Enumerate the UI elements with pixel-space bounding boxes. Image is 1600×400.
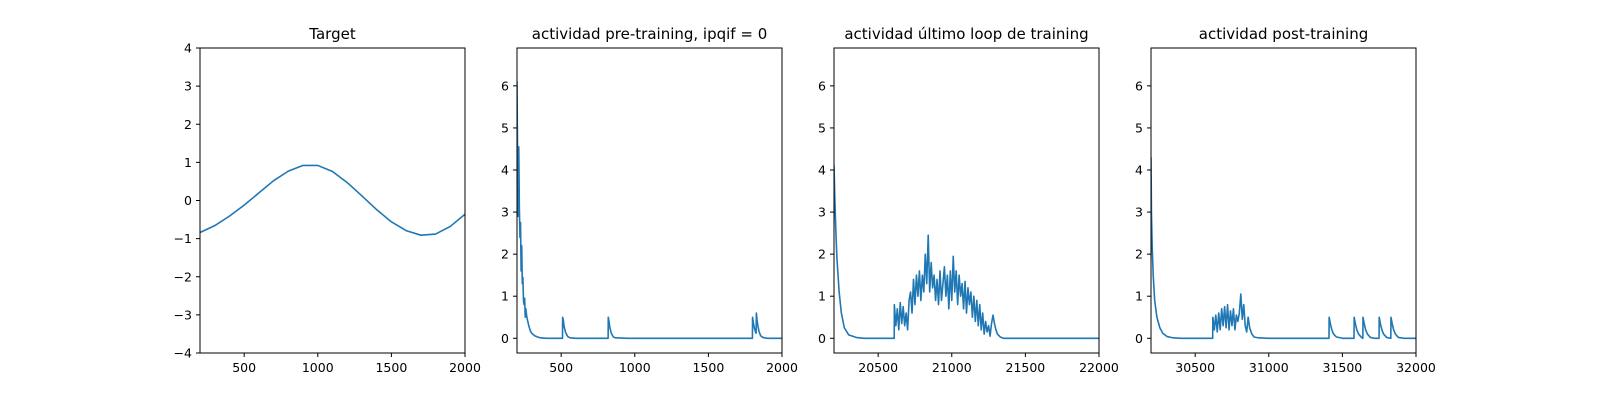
y-tick-label: 6 [501,78,509,93]
y-tick-label: 3 [818,205,826,220]
x-tick-label: 21000 [932,360,972,375]
axes-frame [833,47,1100,354]
x-tick-label: 32000 [1396,360,1436,375]
y-tick-label: 2 [818,247,826,262]
x-tick-label: 21500 [1006,360,1046,375]
y-tick-label: 5 [818,120,826,135]
y-tick-label: 1 [184,155,192,170]
x-tick-label: 30500 [1175,360,1215,375]
y-tick-label: 2 [1135,247,1143,262]
subplot-4: 30500 31000 31500 32000 0 1 2 3 4 5 6 actividad pos… [1135,25,1436,375]
y-tick-label: 4 [501,163,509,178]
x-tick-label: 500 [549,360,573,375]
chart-title: actividad post-training [1199,25,1368,43]
y-tick-label: 1 [1135,289,1143,304]
x-tick-label: 31000 [1249,360,1289,375]
y-tick-label: −3 [174,307,192,322]
y-tick-label: 5 [1135,120,1143,135]
x-tick-label: 2000 [449,360,481,375]
subplot-2: 500 1000 1500 2000 0 1 2 3 4 5 6 actividad pre-trai… [501,25,798,375]
chart-title: actividad último loop de training [844,25,1088,43]
y-tick-label: 0 [184,193,192,208]
y-tick-label: 0 [1135,331,1143,346]
axes-frame [516,47,783,354]
x-tick-label: 22000 [1079,360,1119,375]
y-tick-label: 3 [501,205,509,220]
series-line-1 [834,164,1099,340]
x-tick-label: 1000 [619,360,651,375]
y-tick-label: 1 [818,289,826,304]
x-tick-label: 1500 [375,360,407,375]
x-tick-label: 1500 [692,360,724,375]
y-tick-label: 3 [1135,205,1143,220]
y-tick-label: −1 [174,231,192,246]
y-tick-label: 4 [184,41,192,56]
y-tick-label: 0 [818,331,826,346]
y-tick-label: 6 [818,78,826,93]
x-tick-label: 500 [232,360,256,375]
x-tick-label: 20500 [858,360,898,375]
subplot-1: 500 1000 1500 2000 −4 −3 −2 −1 0 1 2 3 4 Target [174,25,481,375]
axes-frame [1150,47,1417,354]
series-line-1 [517,80,782,340]
y-tick-label: −4 [174,346,192,361]
y-tick-label: 2 [501,247,509,262]
x-tick-label: 2000 [766,360,798,375]
y-tick-label: 1 [501,289,509,304]
y-tick-label: 3 [184,79,192,94]
x-tick-label: 1000 [302,360,334,375]
y-tick-label: 6 [1135,78,1143,93]
y-tick-label: 5 [501,120,509,135]
y-tick-label: 2 [184,117,192,132]
chart-title: Target [308,25,356,43]
y-tick-label: 0 [501,331,509,346]
subplot-3: 20500 21000 21500 22000 0 1 2 3 4 5 6 actividad últ… [818,25,1119,375]
series-line-1 [1151,156,1416,340]
y-tick-label: 4 [1135,163,1143,178]
series-line-1 [200,164,465,236]
y-tick-label: 4 [818,163,826,178]
x-tick-label: 31500 [1323,360,1363,375]
y-tick-label: −2 [174,269,192,284]
chart-title: actividad pre-training, ipqif = 0 [532,25,768,43]
